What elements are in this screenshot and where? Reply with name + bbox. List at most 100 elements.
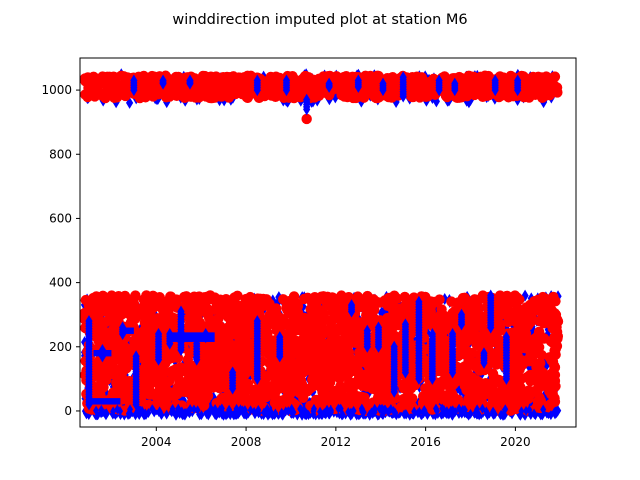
data-point-observed — [238, 367, 250, 379]
data-point-observed — [357, 396, 369, 407]
data-point-observed — [434, 339, 445, 350]
data-point-observed — [171, 386, 183, 397]
data-point-observed — [122, 72, 133, 83]
data-point-observed — [515, 305, 527, 316]
data-point-observed — [525, 299, 536, 311]
data-point-observed — [544, 386, 555, 397]
data-point-observed — [328, 342, 340, 353]
data-point-observed — [514, 294, 525, 305]
data-point-observed — [82, 91, 93, 103]
data-point-observed — [535, 74, 546, 86]
data-point-observed — [343, 355, 354, 367]
data-point-observed — [548, 291, 559, 303]
data-point-observed — [340, 368, 352, 379]
data-point-observed — [184, 312, 195, 323]
data-point-observed — [292, 300, 304, 312]
data-point-observed — [230, 321, 241, 332]
data-point-observed — [105, 315, 116, 326]
data-point-observed — [178, 291, 190, 303]
data-point-observed — [471, 304, 483, 315]
data-point-observed — [539, 315, 551, 327]
data-point-observed — [357, 373, 368, 384]
data-point-observed — [119, 300, 131, 312]
data-point-observed — [408, 91, 419, 103]
data-point-observed — [303, 73, 315, 84]
data-point-observed — [141, 342, 152, 354]
data-point-observed — [311, 336, 322, 347]
data-point-observed — [324, 323, 336, 335]
data-point-observed — [311, 301, 322, 312]
data-point-observed — [444, 389, 455, 401]
data-point-observed — [275, 383, 286, 394]
data-point-observed — [221, 322, 233, 334]
data-point-observed — [249, 384, 261, 395]
data-point-observed — [129, 336, 140, 348]
data-point-observed — [469, 390, 480, 402]
data-point-observed — [336, 319, 347, 330]
data-point-observed — [254, 308, 265, 319]
data-point-observed — [139, 380, 150, 391]
data-point-observed — [262, 342, 273, 354]
data-point-observed — [266, 90, 277, 101]
data-point-observed — [542, 307, 553, 318]
chart-title: winddirection imputed plot at station M6 — [172, 12, 467, 28]
data-point-observed — [140, 371, 152, 383]
data-point-observed — [157, 319, 169, 331]
data-point-observed — [305, 382, 316, 394]
data-point-observed — [378, 376, 390, 387]
data-point-observed — [163, 346, 174, 357]
data-point-observed — [328, 362, 340, 374]
data-point-observed — [477, 293, 488, 304]
data-point-observed — [175, 362, 186, 373]
data-point-observed — [311, 314, 323, 326]
data-point-observed — [446, 296, 457, 307]
data-point-observed — [219, 366, 230, 377]
data-point-observed — [88, 71, 99, 83]
data-point-observed — [107, 364, 119, 376]
data-point-observed — [533, 326, 545, 338]
data-point-observed — [109, 294, 120, 305]
data-point-observed — [251, 396, 262, 407]
data-point-observed — [269, 318, 281, 330]
data-point-observed — [208, 84, 219, 95]
data-point-observed — [374, 297, 386, 308]
data-point-observed — [548, 336, 559, 347]
data-point-observed — [514, 324, 526, 335]
data-point-observed — [545, 398, 556, 410]
data-point-observed — [429, 390, 440, 401]
data-point-observed — [483, 388, 494, 399]
data-point-observed — [192, 77, 204, 88]
data-point-observed — [341, 382, 353, 393]
data-point-observed — [235, 389, 246, 400]
data-point-observed — [544, 79, 555, 91]
data-point-observed — [536, 349, 547, 361]
data-point-observed — [141, 291, 152, 302]
data-point-observed — [91, 296, 103, 307]
data-point-observed — [348, 392, 359, 403]
data-point-observed — [145, 305, 157, 317]
data-point-observed — [203, 370, 215, 381]
data-point-observed — [282, 319, 293, 330]
data-point-observed — [182, 354, 194, 365]
data-point-observed — [98, 326, 109, 338]
data-point-observed — [310, 394, 322, 406]
data-point-observed — [95, 372, 107, 383]
data-point-observed — [524, 341, 535, 352]
data-point-observed — [389, 290, 400, 301]
data-point-imputed — [464, 407, 472, 420]
data-point-observed — [382, 352, 393, 364]
data-point-observed — [84, 81, 96, 92]
data-point-observed — [387, 72, 398, 83]
data-point-observed — [439, 315, 450, 326]
data-point-observed — [437, 324, 448, 335]
data-point-observed — [230, 353, 241, 365]
data-point-observed — [303, 86, 314, 97]
data-point-observed — [234, 344, 246, 356]
data-point-observed — [507, 308, 518, 319]
data-point-observed — [112, 308, 123, 319]
data-point-observed — [228, 313, 239, 324]
data-point-observed — [295, 344, 306, 355]
data-point-observed — [245, 70, 257, 82]
data-point-observed — [198, 292, 210, 303]
